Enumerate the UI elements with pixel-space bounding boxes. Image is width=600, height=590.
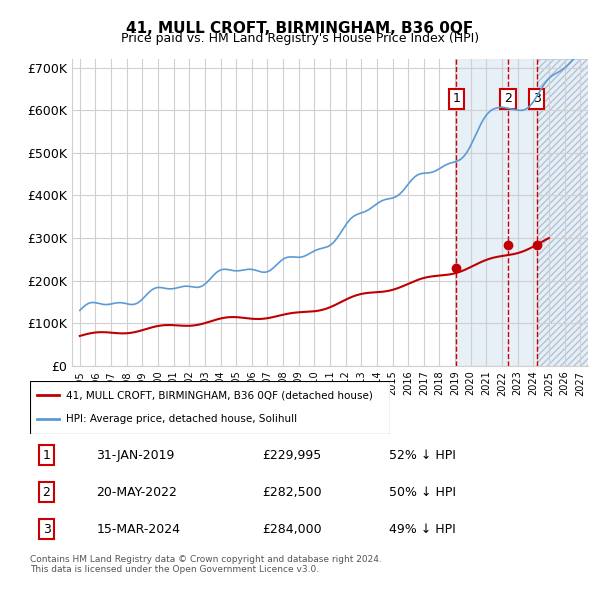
Bar: [536, 59, 588, 366]
Text: 49% ↓ HPI: 49% ↓ HPI: [389, 523, 455, 536]
Text: Price paid vs. HM Land Registry's House Price Index (HPI): Price paid vs. HM Land Registry's House …: [121, 32, 479, 45]
Bar: [536, 59, 588, 366]
Text: £229,995: £229,995: [262, 448, 321, 461]
Text: 41, MULL CROFT, BIRMINGHAM, B36 0QF (detached house): 41, MULL CROFT, BIRMINGHAM, B36 0QF (det…: [66, 391, 373, 401]
Text: £282,500: £282,500: [262, 486, 322, 499]
Text: HPI: Average price, detached house, Solihull: HPI: Average price, detached house, Soli…: [66, 414, 297, 424]
Text: 2: 2: [43, 486, 50, 499]
Text: 15-MAR-2024: 15-MAR-2024: [96, 523, 180, 536]
Text: 1: 1: [452, 93, 460, 106]
Text: 3: 3: [533, 93, 541, 106]
Text: 20-MAY-2022: 20-MAY-2022: [96, 486, 177, 499]
Bar: [457, 59, 588, 366]
Text: 2: 2: [504, 93, 512, 106]
Bar: [457, 59, 536, 366]
Text: 52% ↓ HPI: 52% ↓ HPI: [389, 448, 455, 461]
FancyBboxPatch shape: [30, 381, 390, 434]
Bar: [536, 59, 588, 366]
Text: £284,000: £284,000: [262, 523, 322, 536]
Text: 3: 3: [43, 523, 50, 536]
Text: 1: 1: [43, 448, 50, 461]
Text: Contains HM Land Registry data © Crown copyright and database right 2024.
This d: Contains HM Land Registry data © Crown c…: [30, 555, 382, 574]
Text: 41, MULL CROFT, BIRMINGHAM, B36 0QF: 41, MULL CROFT, BIRMINGHAM, B36 0QF: [127, 21, 473, 35]
Text: 31-JAN-2019: 31-JAN-2019: [96, 448, 175, 461]
Text: 50% ↓ HPI: 50% ↓ HPI: [389, 486, 456, 499]
